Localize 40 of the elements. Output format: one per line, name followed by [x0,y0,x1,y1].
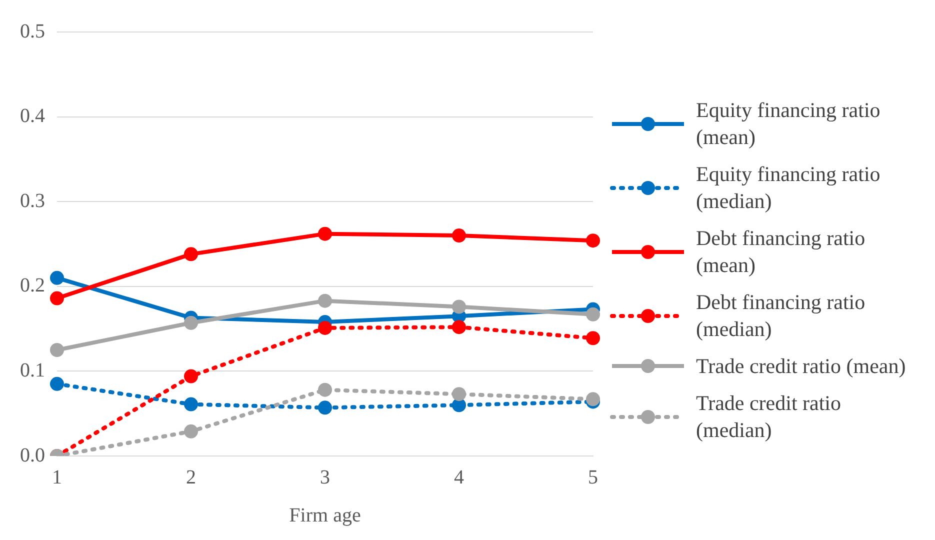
legend-label: Debt financing ratio (mean) [696,224,866,278]
legend-label: Debt financing ratio (median) [696,288,866,342]
legend-label: Equity financing ratio (mean) [696,96,882,150]
point [318,382,332,397]
point [50,376,64,391]
y-tick-label: 0.4 [20,105,45,128]
point [50,291,64,306]
point [50,343,64,357]
y-tick-label: 0.1 [20,359,45,382]
point [586,331,600,346]
legend-label: Equity financing ratio (median) [696,160,882,214]
point [184,424,198,438]
point [318,400,332,415]
point [318,226,332,241]
point [586,234,600,248]
x-tick-label: 1 [52,466,62,488]
x-tick-label: 3 [320,466,330,488]
point [184,247,198,262]
x-tick-label: 4 [454,466,464,488]
point [586,307,600,322]
point [452,320,466,334]
point [184,316,198,330]
point [452,387,466,402]
y-tick-label: 0.5 [20,20,45,42]
x-axis-title: Firm age [289,504,361,526]
point [586,392,600,406]
point [50,270,64,285]
x-tick-label: 5 [588,466,598,488]
y-tick-label: 0.3 [20,190,45,212]
legend-label: Trade credit ratio (mean) [696,352,906,380]
y-tick-label: 0.2 [20,274,45,297]
point [318,320,332,335]
point [452,300,466,314]
point [318,294,332,308]
y-tick-label: 0.0 [20,444,45,466]
point [452,228,466,243]
point [184,397,198,412]
point [184,369,198,384]
x-tick-label: 2 [186,466,196,488]
legend-label: Trade credit ratio (median) [696,390,842,444]
